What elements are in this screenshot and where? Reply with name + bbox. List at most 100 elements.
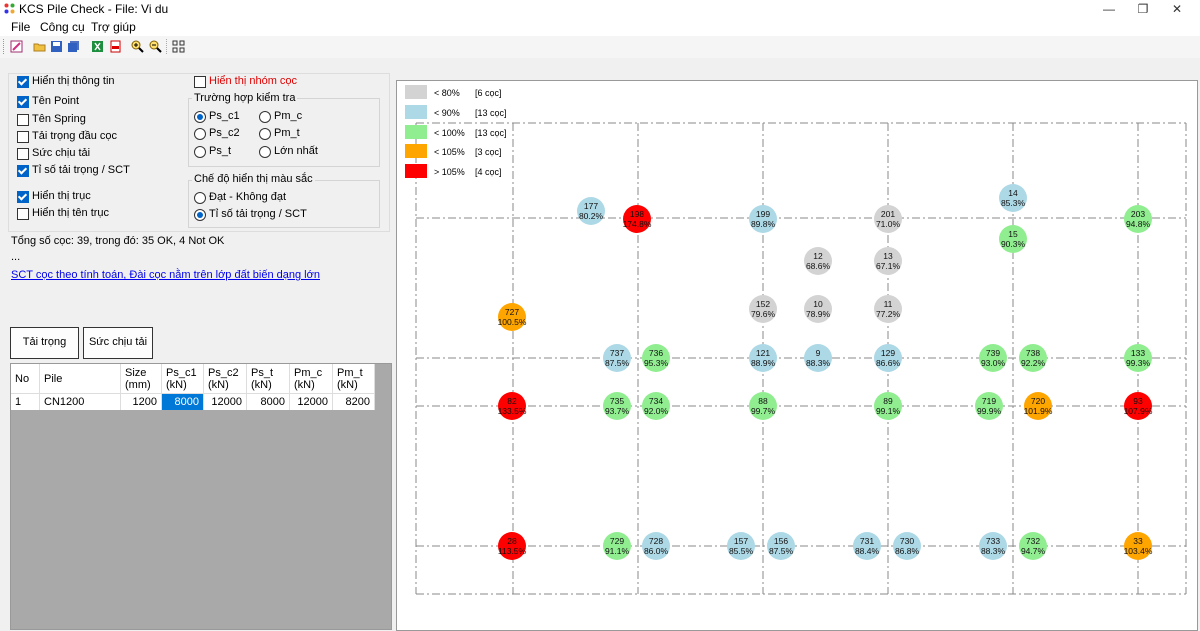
pile-layout-drawing[interactable]: < 80% [6 cọc] < 90% [13 cọc] < 100% [13 cọc] <… — [397, 81, 1197, 630]
pile-marker[interactable] — [749, 205, 777, 233]
pile-marker[interactable] — [603, 344, 631, 372]
pile-marker[interactable] — [804, 344, 832, 372]
pile-marker[interactable] — [498, 303, 526, 331]
max-radio[interactable] — [259, 146, 271, 158]
pile-marker[interactable] — [999, 225, 1027, 253]
show-groups-checkbox[interactable] — [194, 76, 206, 88]
pile-marker[interactable] — [767, 532, 795, 560]
pm-t-radio[interactable] — [259, 128, 271, 140]
pile-name: 731 — [860, 536, 874, 546]
pile-name: 739 — [986, 348, 1000, 358]
pass-fail-radio[interactable] — [194, 192, 206, 204]
show-axis-names-checkbox[interactable] — [17, 208, 29, 220]
cell-pile[interactable]: CN1200 — [40, 394, 121, 410]
pile-marker[interactable] — [623, 205, 651, 233]
pile-marker[interactable] — [603, 532, 631, 560]
ratio-mode-radio[interactable] — [194, 209, 206, 221]
pile-marker[interactable] — [749, 344, 777, 372]
zoom-out-icon[interactable] — [149, 40, 162, 53]
maximize-button[interactable]: ❐ — [1137, 2, 1149, 16]
cell-ps-t[interactable]: 8000 — [247, 394, 290, 410]
show-axes-checkbox[interactable] — [17, 191, 29, 203]
col-header-ps-c1[interactable]: Ps_c1 (kN) — [162, 364, 204, 394]
col-header-size[interactable]: Size (mm) — [121, 364, 162, 394]
pile-marker[interactable] — [999, 184, 1027, 212]
menu-file[interactable]: File — [11, 20, 31, 34]
menu-help[interactable]: Trợ giúp — [91, 20, 136, 34]
pile-marker[interactable] — [498, 392, 526, 420]
pile-marker[interactable] — [1124, 205, 1152, 233]
pile-marker[interactable] — [642, 392, 670, 420]
pile-marker[interactable] — [979, 344, 1007, 372]
ratio-checkbox[interactable] — [17, 165, 29, 177]
col-header-pm-c[interactable]: Pm_c (kN) — [290, 364, 333, 394]
grid-icon[interactable] — [172, 40, 185, 53]
ps-c2-radio[interactable] — [194, 128, 206, 140]
pm-c-radio[interactable] — [259, 111, 271, 123]
pile-marker[interactable] — [874, 205, 902, 233]
head-load-checkbox[interactable] — [17, 131, 29, 143]
pile-marker[interactable] — [1024, 392, 1052, 420]
pile-marker[interactable] — [1019, 344, 1047, 372]
spring-name-checkbox[interactable] — [17, 114, 29, 126]
pdf-icon[interactable] — [109, 40, 122, 53]
pile-ratio: 85.5% — [729, 546, 754, 556]
pile-name: 157 — [734, 536, 748, 546]
open-icon[interactable] — [33, 40, 46, 53]
ps-t-radio[interactable] — [194, 146, 206, 158]
save-as-icon[interactable] — [67, 40, 80, 53]
minimize-button[interactable]: — — [1103, 2, 1115, 16]
col-header-ps-t[interactable]: Ps_t (kN) — [247, 364, 290, 394]
ps-c1-radio[interactable] — [194, 111, 206, 123]
pile-table[interactable]: No Pile Size (mm) Ps_c1 (kN) Ps_c2 (kN) … — [10, 363, 392, 630]
pile-ratio: 87.5% — [605, 358, 630, 368]
cell-ps-c1[interactable]: 8000 — [162, 394, 204, 410]
cell-pm-c[interactable]: 12000 — [290, 394, 333, 410]
pile-marker[interactable] — [1124, 532, 1152, 560]
load-button[interactable]: Tải trọng — [10, 327, 79, 359]
pile-marker[interactable] — [874, 344, 902, 372]
pile-name: 729 — [610, 536, 624, 546]
point-name-checkbox[interactable] — [17, 96, 29, 108]
save-icon[interactable] — [50, 40, 63, 53]
col-header-pile[interactable]: Pile — [40, 364, 121, 394]
menu-tools[interactable]: Công cụ — [40, 20, 85, 34]
col-header-ps-c2[interactable]: Ps_c2 (kN) — [204, 364, 247, 394]
pile-marker[interactable] — [1019, 532, 1047, 560]
excel-icon[interactable] — [91, 40, 104, 53]
close-button[interactable]: ✕ — [1171, 2, 1183, 16]
pile-marker[interactable] — [727, 532, 755, 560]
pile-layout-canvas[interactable]: < 80% [6 cọc] < 90% [13 cọc] < 100% [13 cọc] <… — [396, 80, 1198, 631]
pile-marker[interactable] — [749, 295, 777, 323]
pile-marker[interactable] — [874, 392, 902, 420]
pile-marker[interactable] — [979, 532, 1007, 560]
pile-marker[interactable] — [1124, 344, 1152, 372]
capacity-link[interactable]: SCT cọc theo tính toán, Đài cọc nằm trên… — [11, 269, 320, 281]
col-header-no[interactable]: No — [11, 364, 40, 394]
pile-ratio: 92.2% — [1021, 358, 1046, 368]
pile-marker[interactable] — [603, 392, 631, 420]
pile-marker[interactable] — [874, 247, 902, 275]
capacity-button[interactable]: Sức chịu tải — [83, 327, 153, 359]
pile-marker[interactable] — [874, 295, 902, 323]
pile-marker[interactable] — [853, 532, 881, 560]
cell-ps-c2[interactable]: 12000 — [204, 394, 247, 410]
show-info-checkbox[interactable] — [17, 76, 29, 88]
col-header-pm-t[interactable]: Pm_t (kN) — [333, 364, 375, 394]
pile-marker[interactable] — [975, 392, 1003, 420]
pile-marker[interactable] — [804, 295, 832, 323]
pile-marker[interactable] — [642, 344, 670, 372]
zoom-in-icon[interactable] — [131, 40, 144, 53]
pile-marker[interactable] — [804, 247, 832, 275]
pile-marker[interactable] — [749, 392, 777, 420]
pile-marker[interactable] — [642, 532, 670, 560]
pile-marker[interactable] — [1124, 392, 1152, 420]
capacity-checkbox[interactable] — [17, 148, 29, 160]
cell-no[interactable]: 1 — [11, 394, 40, 410]
pile-marker[interactable] — [498, 532, 526, 560]
edit-icon[interactable] — [10, 40, 23, 53]
pile-marker[interactable] — [893, 532, 921, 560]
cell-size[interactable]: 1200 — [121, 394, 162, 410]
pile-marker[interactable] — [577, 197, 605, 225]
cell-pm-t[interactable]: 8200 — [333, 394, 375, 410]
